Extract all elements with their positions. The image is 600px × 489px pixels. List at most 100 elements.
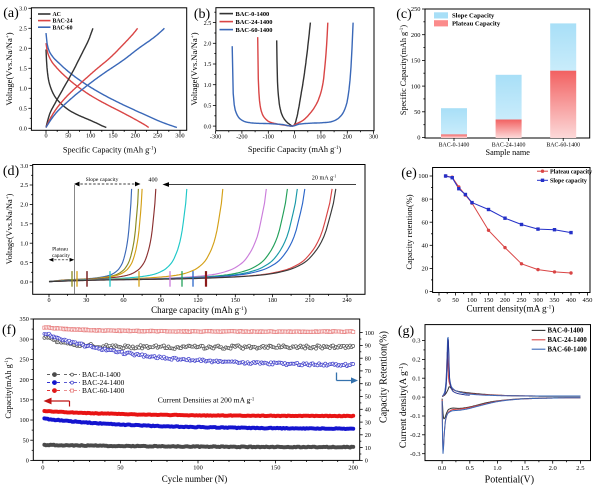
svg-text:30: 30 <box>365 419 371 426</box>
svg-text:BAC-0-1400: BAC-0-1400 <box>439 143 470 149</box>
svg-text:2.5: 2.5 <box>20 182 28 189</box>
svg-text:Capacity(mAh g-1): Capacity(mAh g-1) <box>4 357 13 419</box>
svg-text:40: 40 <box>365 407 371 414</box>
svg-text:250: 250 <box>517 297 528 304</box>
svg-text:BAC-24-1400: BAC-24-1400 <box>82 378 125 387</box>
svg-text:1.0: 1.0 <box>493 465 502 472</box>
svg-text:Specific Capacity(mAh g-1): Specific Capacity(mAh g-1) <box>399 25 408 115</box>
svg-text:2.0: 2.0 <box>20 202 28 209</box>
svg-text:AC: AC <box>53 12 61 18</box>
svg-text:-300: -300 <box>210 134 221 141</box>
svg-text:0.5: 0.5 <box>19 106 27 113</box>
svg-text:250: 250 <box>153 133 162 140</box>
svg-text:300: 300 <box>175 133 184 140</box>
svg-text:200: 200 <box>411 32 421 39</box>
svg-text:100: 100 <box>316 134 325 141</box>
svg-text:20: 20 <box>422 266 429 273</box>
svg-text:300: 300 <box>20 336 29 343</box>
svg-text:3.0: 3.0 <box>20 163 28 170</box>
svg-text:100: 100 <box>365 330 374 337</box>
svg-text:0: 0 <box>26 458 29 465</box>
svg-text:90: 90 <box>158 297 164 304</box>
svg-text:0.5: 0.5 <box>20 260 28 267</box>
svg-text:-0.2: -0.2 <box>410 432 420 439</box>
svg-text:0.0: 0.0 <box>20 279 28 286</box>
svg-text:BAC-24: BAC-24 <box>53 19 73 25</box>
svg-text:BAC-60-1400: BAC-60-1400 <box>548 347 588 354</box>
svg-text:100: 100 <box>20 417 29 424</box>
svg-text:0: 0 <box>41 464 44 471</box>
svg-text:Specific Capacity (mAh g-1): Specific Capacity (mAh g-1) <box>248 145 342 154</box>
svg-text:10: 10 <box>365 445 371 452</box>
svg-text:300: 300 <box>369 134 378 141</box>
svg-text:150: 150 <box>411 58 421 65</box>
svg-text:-100: -100 <box>263 134 274 141</box>
svg-text:0: 0 <box>47 297 50 304</box>
svg-text:100: 100 <box>467 297 478 304</box>
svg-text:-200: -200 <box>236 134 247 141</box>
svg-text:(c): (c) <box>396 7 412 22</box>
svg-text:80: 80 <box>422 196 429 203</box>
svg-text:0: 0 <box>437 297 441 304</box>
svg-text:BAC-60: BAC-60 <box>53 25 73 31</box>
svg-text:Potential(V): Potential(V) <box>485 475 534 486</box>
svg-text:Plateau Capacity: Plateau Capacity <box>452 20 501 27</box>
svg-text:3.0: 3.0 <box>19 6 27 13</box>
svg-text:100: 100 <box>193 464 203 471</box>
svg-text:1.5: 1.5 <box>204 61 212 68</box>
svg-text:250: 250 <box>411 6 421 13</box>
svg-text:2.0: 2.0 <box>19 46 27 53</box>
svg-text:BAC-24-1400: BAC-24-1400 <box>236 19 273 26</box>
svg-text:0.2: 0.2 <box>412 357 420 364</box>
svg-text:90: 90 <box>365 343 371 350</box>
svg-text:Slope capacity: Slope capacity <box>86 177 119 183</box>
svg-text:200: 200 <box>348 464 358 471</box>
svg-text:Charge capacity (mAh g-1): Charge capacity (mAh g-1) <box>151 305 247 315</box>
svg-text:300: 300 <box>533 297 544 304</box>
svg-text:Capacity Retention(%): Capacity Retention(%) <box>379 331 390 423</box>
svg-text:50: 50 <box>414 109 420 116</box>
svg-text:Current density(mA g-1): Current density(mA g-1) <box>467 304 555 314</box>
svg-text:1.5: 1.5 <box>19 66 27 73</box>
svg-text:(a): (a) <box>3 6 19 21</box>
svg-text:400: 400 <box>566 297 577 304</box>
svg-text:0.0: 0.0 <box>204 123 212 130</box>
svg-text:Current density(A g-1): Current density(A g-1) <box>398 363 409 448</box>
svg-text:(f): (f) <box>2 323 16 338</box>
svg-text:40: 40 <box>422 243 429 250</box>
svg-text:120: 120 <box>193 297 202 304</box>
svg-text:20 mA g-1: 20 mA g-1 <box>312 175 337 182</box>
svg-text:100: 100 <box>411 83 421 90</box>
svg-text:BAC-0-1400: BAC-0-1400 <box>82 370 121 379</box>
svg-text:0: 0 <box>417 135 420 142</box>
svg-text:Current Densities at 200 mA g-: Current Densities at 200 mA g-1 <box>158 396 255 405</box>
svg-text:BAC-60-1400: BAC-60-1400 <box>546 143 580 149</box>
svg-text:150: 150 <box>231 297 240 304</box>
svg-text:210: 210 <box>305 297 314 304</box>
svg-text:60: 60 <box>365 381 371 388</box>
svg-text:(g): (g) <box>398 324 415 339</box>
svg-text:-0.3: -0.3 <box>410 451 421 458</box>
svg-text:50: 50 <box>65 133 71 140</box>
svg-text:200: 200 <box>500 297 511 304</box>
svg-text:Voltage(Vvs.Na/Na+): Voltage(Vvs.Na/Na+) <box>4 32 14 105</box>
svg-text:0.0: 0.0 <box>438 465 447 472</box>
svg-text:Voltage(Vvs.Na/Na+): Voltage(Vvs.Na/Na+) <box>5 193 14 264</box>
svg-text:20: 20 <box>365 432 371 439</box>
svg-text:Slope Capacity: Slope Capacity <box>452 13 495 20</box>
svg-text:30: 30 <box>83 297 89 304</box>
svg-text:0: 0 <box>365 458 368 465</box>
svg-text:(d): (d) <box>3 164 20 179</box>
svg-text:1.0: 1.0 <box>19 86 27 93</box>
svg-text:0.1: 0.1 <box>412 375 420 382</box>
svg-text:BAC-0-1400: BAC-0-1400 <box>548 328 584 335</box>
svg-text:0.5: 0.5 <box>466 465 475 472</box>
svg-text:1.0: 1.0 <box>204 82 212 89</box>
svg-text:1.0: 1.0 <box>20 240 28 247</box>
svg-text:200: 200 <box>343 134 352 141</box>
svg-text:60: 60 <box>120 297 126 304</box>
svg-text:1.5: 1.5 <box>20 221 28 228</box>
svg-text:100: 100 <box>86 133 95 140</box>
svg-text:BAC-60-1400: BAC-60-1400 <box>236 27 273 34</box>
svg-text:50: 50 <box>452 297 459 304</box>
